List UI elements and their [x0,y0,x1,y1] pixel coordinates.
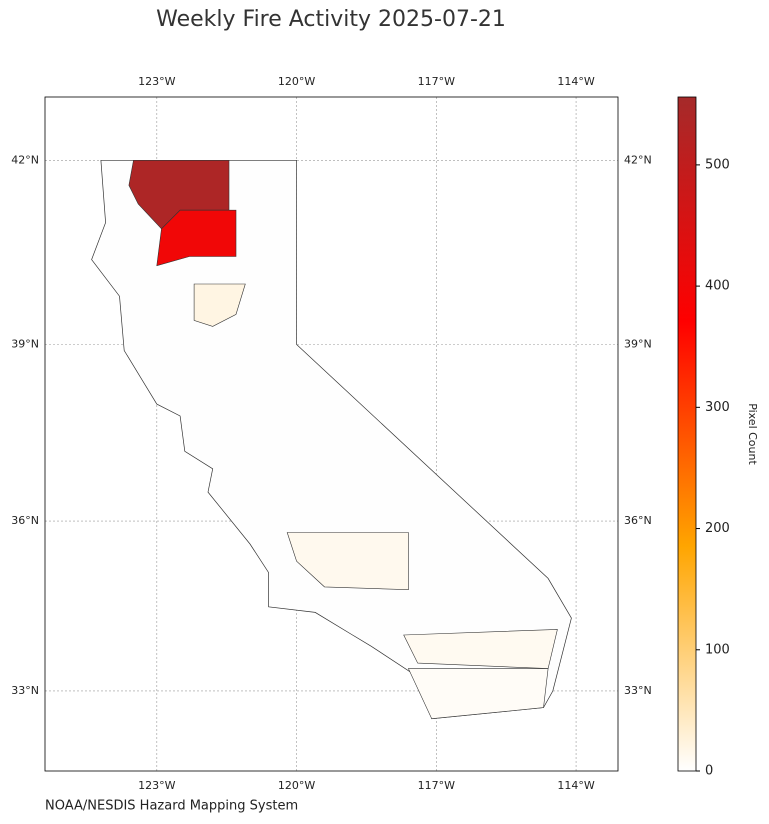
colorbar-label: Pixel Count [746,403,759,465]
colorbar-tick-label: 0 [705,764,713,779]
x-tick-label: 114°W [557,75,594,88]
colorbar-tick-label: 200 [705,521,730,536]
map-area [45,97,618,771]
county [286,532,409,591]
y-tick-label: 36°N [11,514,39,527]
title: Weekly Fire Activity 2025-07-21 [156,7,506,32]
y-tick-label: 36°N [624,514,652,527]
y-tick-label: 39°N [624,337,652,350]
x-tick-label: 114°W [557,779,594,792]
colorbar [677,96,697,772]
y-tick-label: 39°N [11,337,39,350]
x-tick-label: 120°W [278,75,315,88]
y-tick-label: 42°N [624,153,652,166]
x-tick-label: 117°W [418,779,455,792]
county [403,629,558,669]
map-frame [44,96,619,772]
x-tick-label: 123°W [138,779,175,792]
county [193,283,246,327]
footer: NOAA/NESDIS Hazard Mapping System [45,799,298,814]
y-tick-label: 33°N [11,684,39,697]
county [407,668,549,720]
colorbar-tick-label: 100 [705,642,730,657]
x-tick-label: 123°W [138,75,175,88]
colorbar-tick-label: 500 [705,157,730,172]
colorbar-tick-label: 300 [705,400,730,415]
x-tick-label: 117°W [418,75,455,88]
x-tick-label: 120°W [278,779,315,792]
colorbar-tick-label: 400 [705,279,730,294]
county [156,209,237,267]
y-tick-label: 33°N [624,684,652,697]
y-tick-label: 42°N [11,153,39,166]
